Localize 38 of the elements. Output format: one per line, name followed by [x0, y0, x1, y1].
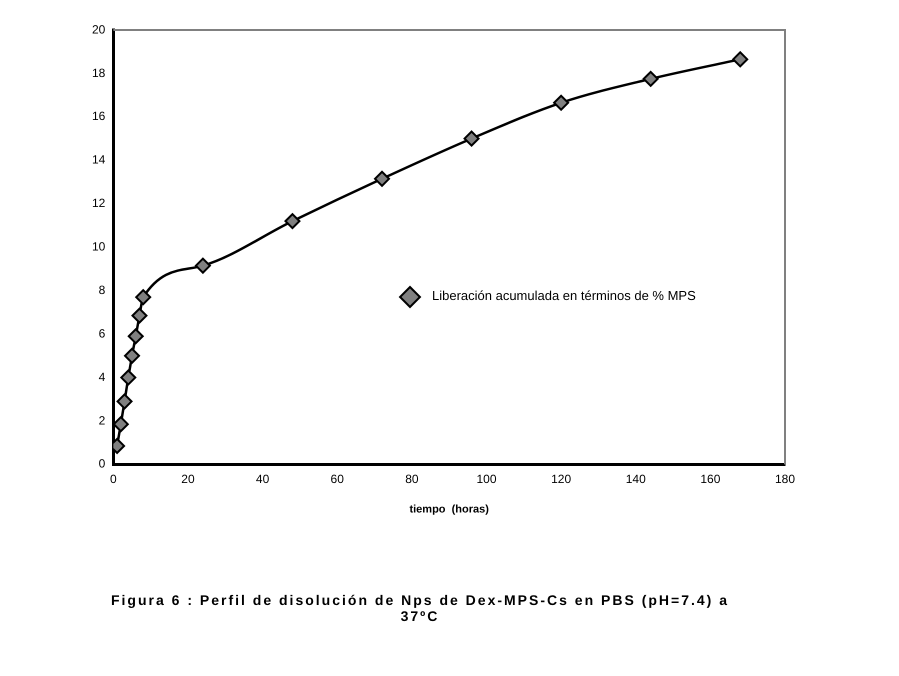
x-tick-label: 60	[330, 472, 344, 486]
point	[113, 416, 129, 432]
x-tick-label: 120	[551, 472, 572, 486]
y-tick-label: 8	[98, 282, 106, 297]
x-tick-label: 160	[700, 472, 721, 486]
x-tick-label: 100	[476, 472, 497, 486]
point	[553, 94, 570, 111]
point	[124, 348, 140, 364]
y-tick-label: 20	[92, 22, 106, 36]
y-tick-label: 14	[92, 152, 106, 167]
legend-label: Liberación acumulada en términos de % MPS	[432, 287, 696, 305]
y-tick-label: 2	[98, 413, 106, 428]
x-tick-label: 180	[774, 472, 796, 486]
x-tick-label: 0	[110, 472, 118, 486]
y-tick-label: 10	[92, 240, 106, 254]
point	[135, 289, 152, 306]
point	[732, 51, 748, 68]
point	[284, 213, 300, 230]
y-tick-label: 4	[98, 370, 106, 384]
x-tick-label: 80	[405, 472, 419, 486]
x-tick-label: 40	[256, 472, 270, 486]
point	[120, 370, 136, 386]
x-axis-title: tiempo (horas)	[409, 503, 490, 516]
point	[374, 170, 390, 187]
point	[131, 308, 148, 324]
text: Figura 6 : Perfil de disolución de Nps de Dex-MPS-Cs en PBS (pH=7.4) a 37ºC	[110, 592, 730, 624]
x-tick-label: 20	[181, 472, 195, 486]
point	[464, 130, 480, 147]
y-tick-label: 12	[92, 196, 106, 210]
point	[642, 70, 659, 87]
point	[128, 328, 144, 344]
point	[194, 258, 211, 274]
point	[116, 393, 133, 410]
y-tick-label: 6	[98, 326, 106, 340]
y-tick-label: 0	[98, 456, 106, 471]
x-tick-label: 140	[626, 472, 646, 486]
y-tick-label: 18	[92, 66, 106, 80]
y-tick-label: 16	[92, 109, 106, 124]
